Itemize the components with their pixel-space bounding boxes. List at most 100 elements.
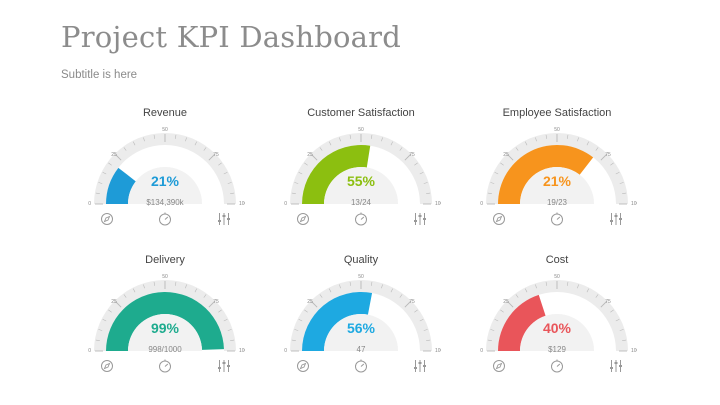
kpi-value: $129 (548, 345, 566, 354)
kpi-card: Quality 0 25 50 75 100 56% 47 (281, 254, 441, 389)
gauge-tick (595, 294, 599, 298)
gauge-tick-label: 0 (88, 348, 91, 354)
gauge-tick (545, 281, 547, 286)
gauge-tick (610, 162, 614, 166)
gauge-icon[interactable] (353, 358, 369, 374)
gauge-tick-label: 100 (631, 201, 637, 207)
gauge-tick (218, 162, 222, 166)
kpi-gauge: 0 25 50 75 100 (477, 119, 637, 209)
gauge-tick (426, 339, 431, 341)
gauge-tick (615, 171, 620, 175)
gauge-tick (194, 288, 198, 293)
compass-icon[interactable] (295, 211, 311, 227)
gauge-fill (106, 167, 136, 204)
gauge-tick-label: 100 (435, 348, 441, 354)
gauge-tick (98, 329, 103, 331)
gauge-tick (600, 154, 607, 161)
sliders-icon[interactable] (608, 211, 624, 227)
gauge-tick-label: 25 (307, 152, 313, 158)
compass-icon[interactable] (99, 211, 115, 227)
gauge-tick (577, 284, 579, 289)
gauge-tick (586, 288, 590, 293)
kpi-value: 47 (356, 345, 366, 354)
gauge-tick (595, 147, 599, 151)
kpi-gauge: 0 25 50 75 100 (477, 266, 637, 356)
gauge-tick (507, 301, 514, 308)
gauge-icon[interactable] (549, 211, 565, 227)
gauge-tick (115, 154, 122, 161)
sliders-icon[interactable] (216, 211, 232, 227)
gauge-tick (95, 192, 100, 194)
compass-icon[interactable] (99, 358, 115, 374)
gauge-tick (223, 171, 228, 175)
kpi-title: Cost (545, 254, 569, 266)
kpi-value: 19/23 (546, 198, 568, 207)
gauge-tick (291, 339, 296, 341)
gauge-tick (399, 294, 403, 298)
kpi-value: 13/24 (350, 198, 372, 207)
gauge-tick (319, 294, 323, 298)
gauge-tick (223, 318, 228, 322)
kpi-percent: 55% (346, 173, 376, 189)
page-title: Project KPI Dashboard (61, 20, 401, 54)
sliders-icon[interactable] (216, 358, 232, 374)
gauge-tick (102, 171, 107, 175)
gauge-icon[interactable] (353, 211, 369, 227)
gauge-tick (203, 147, 207, 151)
gauge-tick (381, 137, 383, 142)
gauge-tick (185, 137, 187, 142)
gauge-tick (153, 134, 155, 139)
kpi-actions (281, 211, 441, 229)
gauge-tick (426, 192, 431, 194)
compass-icon[interactable] (295, 358, 311, 374)
gauge-tick (619, 329, 624, 331)
compass-icon[interactable] (491, 358, 507, 374)
gauge-tick (507, 154, 514, 161)
sliders-icon[interactable] (412, 211, 428, 227)
kpi-gauge: 0 25 50 75 100 (281, 119, 441, 209)
gauge-tick (153, 281, 155, 286)
gauge-icon[interactable] (157, 358, 173, 374)
gauge-tick (487, 192, 492, 194)
gauge-tick-label: 0 (480, 201, 483, 207)
gauge-tick (577, 137, 579, 142)
gauge-tick (230, 192, 235, 194)
gauge-tick (95, 339, 100, 341)
gauge-tick (500, 309, 504, 313)
gauge-center (128, 167, 202, 204)
sliders-icon[interactable] (608, 358, 624, 374)
compass-icon[interactable] (491, 211, 507, 227)
gauge-tick (494, 171, 499, 175)
gauge-tick-label: 0 (284, 348, 287, 354)
gauge-fill (498, 145, 594, 204)
gauge-tick-label: 75 (213, 152, 219, 158)
gauge-tick (175, 134, 177, 139)
gauge-tick (500, 162, 504, 166)
gauge-tick (535, 284, 537, 289)
gauge-tick (108, 309, 112, 313)
gauge-track (106, 145, 224, 204)
gauge-tick (349, 134, 351, 139)
gauge-tick (622, 192, 627, 194)
gauge-icon[interactable] (157, 211, 173, 227)
gauge-tick (185, 284, 187, 289)
kpi-gauge: 0 25 50 75 100 (85, 119, 245, 209)
kpi-card: Cost 0 25 50 75 100 40% $129 (477, 254, 637, 389)
gauge-tick-label: 100 (435, 201, 441, 207)
gauge-tick (339, 137, 341, 142)
gauge-tick (371, 281, 373, 286)
gauge-tick (414, 162, 418, 166)
gauge-tick-label: 50 (554, 274, 560, 280)
sliders-icon[interactable] (412, 358, 428, 374)
gauge-tick (208, 154, 215, 161)
gauge-tick (230, 339, 235, 341)
gauge-tick-label: 75 (605, 152, 611, 158)
gauge-tick-label: 50 (554, 127, 560, 133)
gauge-tick (524, 288, 528, 293)
gauge-tick (143, 284, 145, 289)
gauge-fill (498, 294, 546, 351)
kpi-gauge: 0 25 50 75 100 (85, 266, 245, 356)
gauge-tick (490, 182, 495, 184)
gauge-icon[interactable] (549, 358, 565, 374)
gauge-tick (515, 294, 519, 298)
